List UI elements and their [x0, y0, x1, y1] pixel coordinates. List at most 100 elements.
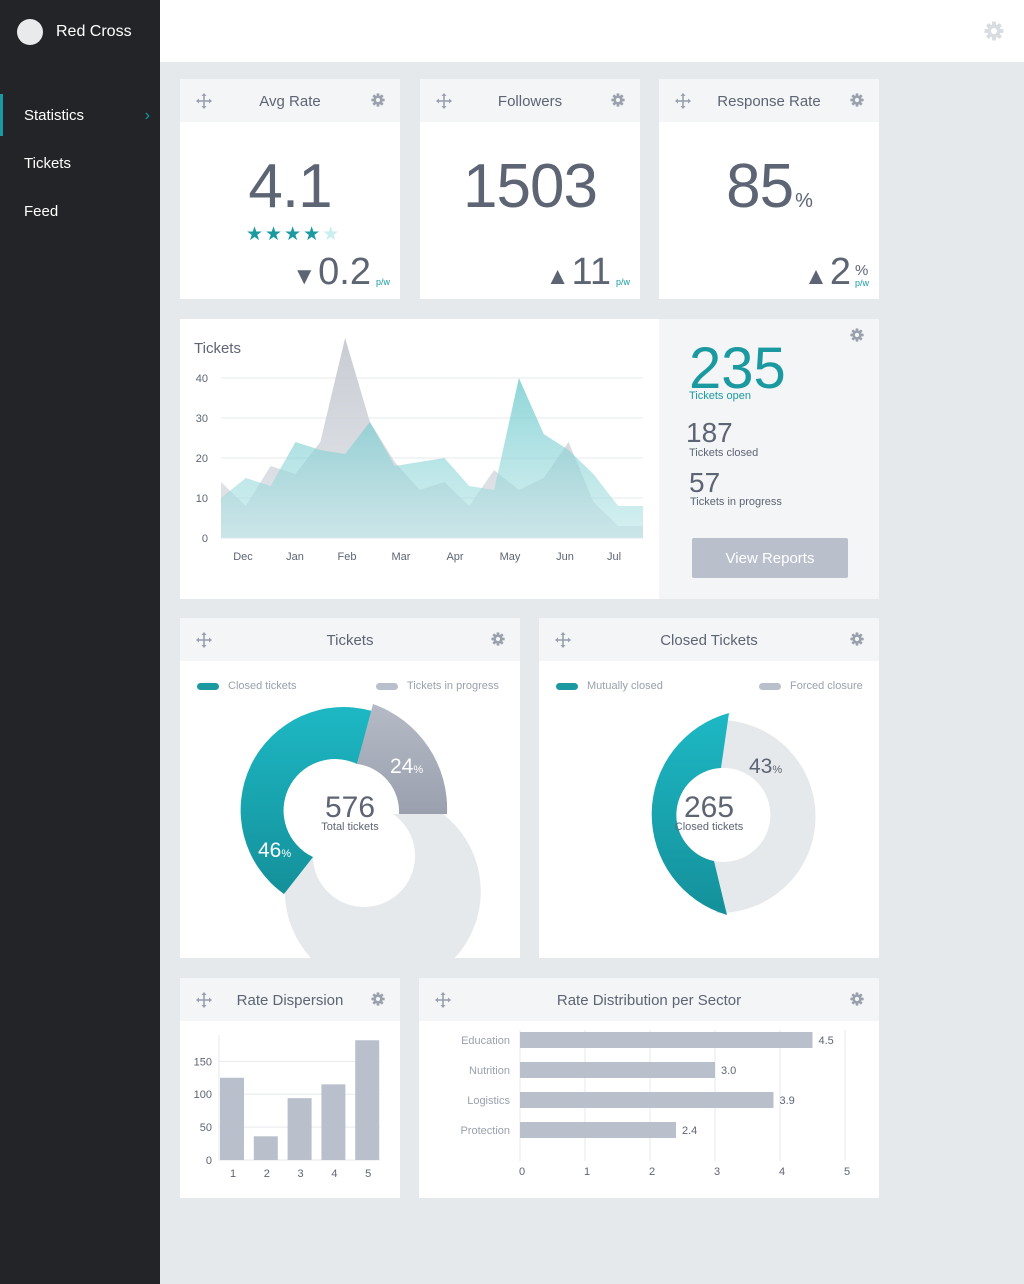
tickets-in-progress-value: 57	[689, 467, 721, 498]
sidebar-item-feed[interactable]: Feed	[0, 190, 160, 238]
response-rate-delta: ▲ 2 % p/w	[804, 253, 869, 291]
legend-label: Mutually closed	[587, 680, 663, 692]
category-label: Logistics	[467, 1095, 510, 1107]
followers-delta: ▲ 11 p/w	[546, 253, 630, 291]
star-icon: ★	[284, 224, 302, 245]
chevron-right-icon: ›	[144, 107, 150, 124]
delta-percent: %	[854, 262, 869, 279]
star-icon: ★	[246, 224, 264, 245]
slice-percent-label: 57%	[617, 839, 650, 863]
legend-item: Forced closure	[759, 680, 863, 692]
legend-item: Closed tickets	[197, 680, 296, 692]
percent-sign: %	[281, 848, 292, 860]
x-tick-label: 2	[649, 1166, 655, 1178]
sidebar-item-tickets[interactable]: Tickets	[0, 142, 160, 190]
sidebar-nav: Statistics › Tickets Feed	[0, 94, 160, 238]
y-tick-label: 0	[206, 1155, 212, 1167]
card-header: Rate Dispersion	[180, 978, 400, 1021]
gear-icon[interactable]	[611, 93, 625, 112]
view-reports-button[interactable]: View Reports	[692, 538, 848, 578]
donut-slice-closed-tickets	[240, 707, 372, 894]
move-icon[interactable]	[435, 992, 451, 1013]
card-header: Tickets	[180, 618, 520, 661]
legend-swatch	[556, 682, 578, 690]
brand[interactable]: Red Cross	[17, 19, 132, 45]
brand-name: Red Cross	[56, 23, 132, 40]
gear-icon[interactable]	[371, 992, 385, 1011]
response-rate-value: 85%	[659, 151, 879, 222]
card-header: Closed Tickets	[539, 618, 879, 661]
x-tick-label: 4	[779, 1166, 785, 1178]
slice-percent-value: 57	[617, 839, 641, 862]
legend-item: Tickets in progress	[376, 680, 499, 692]
x-tick-label: 5	[844, 1166, 850, 1178]
bar	[520, 1122, 676, 1138]
x-tick-label: 2	[264, 1168, 270, 1180]
category-label: Nutrition	[469, 1065, 510, 1077]
category-label: Protection	[460, 1125, 510, 1137]
sidebar-item-label: Feed	[24, 203, 59, 220]
tickets-chart-card: Tickets 0 10 20 30 40 Dec Jan Feb Mar Apr May Jun Jul…	[180, 319, 879, 599]
response-rate-card: Response Rate 85% ▲ 2 % p/w	[659, 79, 879, 299]
tickets-area-chart: Tickets 0 10 20 30 40 Dec Jan Feb Mar Apr May Jun Jul	[194, 338, 643, 563]
delta-unit: p/w	[854, 278, 869, 288]
bar	[220, 1077, 244, 1160]
move-icon[interactable]	[436, 93, 452, 114]
trend-up-icon: ▲	[545, 263, 570, 290]
card-title: Tickets	[326, 632, 374, 649]
delta-unit: p/w	[615, 277, 630, 287]
percent-sign: %	[640, 848, 651, 860]
gear-icon[interactable]	[850, 992, 864, 1011]
delta-value: 11	[571, 251, 611, 293]
y-tick-label: 100	[194, 1089, 212, 1101]
gear-icon[interactable]	[984, 21, 1004, 46]
donut-center-label: Total tickets	[321, 821, 379, 833]
rate-dispersion-chart: 0 50 100 150 1 2 3 4 5	[194, 1035, 380, 1180]
x-tick-label: Dec	[233, 551, 253, 563]
card-header: Followers	[420, 79, 640, 122]
y-tick-label: 50	[200, 1122, 212, 1134]
brand-logo	[17, 19, 43, 45]
closed-tickets-donut-card: Closed Tickets Mutually closed Forced cl…	[539, 618, 879, 958]
move-icon[interactable]	[196, 992, 212, 1013]
gear-icon[interactable]	[371, 93, 385, 112]
tickets-open-label: Tickets open	[689, 390, 751, 402]
gear-icon[interactable]	[850, 93, 864, 112]
donut-slice-tickets-in-progress	[357, 704, 448, 814]
gear-icon[interactable]	[850, 328, 864, 347]
followers-card: Followers 1503 ▲ 11 p/w	[420, 79, 640, 299]
percent-sign: %	[413, 764, 424, 776]
bar	[520, 1032, 813, 1048]
followers-value: 1503	[463, 152, 598, 221]
star-icon: ★	[303, 224, 321, 245]
x-tick-label: 5	[365, 1168, 371, 1180]
donut-track	[284, 814, 481, 958]
y-tick-label: 30	[196, 413, 208, 425]
move-icon[interactable]	[196, 93, 212, 114]
gear-icon[interactable]	[491, 632, 505, 651]
tickets-in-progress-label: Tickets in progress	[690, 496, 782, 508]
rate-distribution-card: Rate Distribution per Sector 0 1 2 3 4 5 Educa…	[419, 978, 879, 1198]
sidebar-item-statistics[interactable]: Statistics ›	[0, 94, 160, 142]
slice-percent-label: 24%	[390, 755, 423, 779]
card-title: Response Rate	[717, 93, 821, 110]
legend-label: Forced closure	[790, 680, 863, 692]
move-icon[interactable]	[555, 632, 571, 653]
tickets-donut-card: Tickets Closed tickets Tickets in progre…	[180, 618, 520, 958]
card-header: Response Rate	[659, 79, 879, 122]
legend-swatch	[197, 682, 219, 690]
move-icon[interactable]	[196, 632, 212, 653]
star-icon: ★	[322, 224, 340, 245]
x-tick-label: Feb	[338, 551, 357, 563]
x-tick-label: Apr	[446, 551, 463, 563]
move-icon[interactable]	[675, 93, 691, 114]
rating-stars: ★ ★ ★ ★ ★	[246, 225, 341, 244]
y-tick-label: 0	[202, 533, 208, 545]
card-header: Rate Distribution per Sector	[419, 978, 879, 1021]
delta-value: 0.2	[318, 251, 371, 293]
x-tick-label: Jan	[286, 551, 304, 563]
gear-icon[interactable]	[850, 632, 864, 651]
legend-swatch	[759, 682, 781, 690]
tickets-closed-label: Tickets closed	[689, 447, 759, 459]
bar	[520, 1062, 715, 1078]
